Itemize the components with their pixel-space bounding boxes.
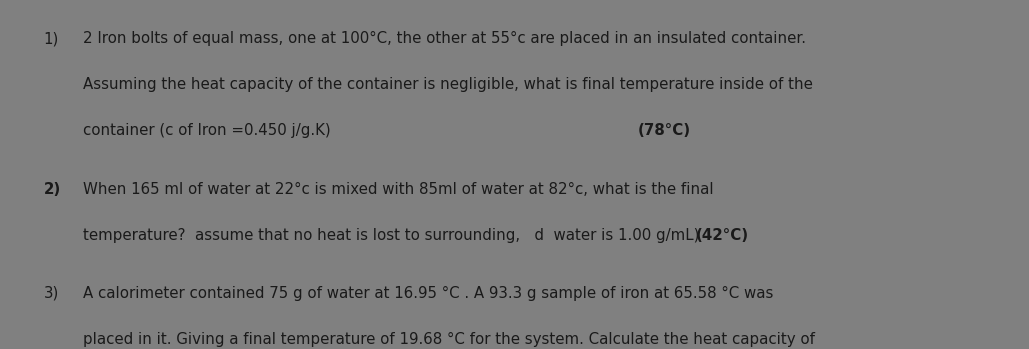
Text: A calorimeter contained 75 g of water at 16.95 °C . A 93.3 g sample of iron at 6: A calorimeter contained 75 g of water at… (83, 285, 773, 300)
Text: (78°C): (78°C) (638, 123, 690, 138)
Text: container (c of Iron =0.450 j/g.K): container (c of Iron =0.450 j/g.K) (83, 123, 330, 138)
Text: When 165 ml of water at 22°c is mixed with 85ml of water at 82°c, what is the fi: When 165 ml of water at 22°c is mixed wi… (83, 182, 713, 197)
Text: 3): 3) (43, 285, 59, 300)
Text: 2): 2) (43, 182, 61, 197)
Text: placed in it. Giving a final temperature of 19.68 °C for the system. Calculate t: placed in it. Giving a final temperature… (83, 332, 815, 347)
Text: (42°C): (42°C) (696, 228, 749, 243)
Text: 2 Iron bolts of equal mass, one at 100°C, the other at 55°c are placed in an ins: 2 Iron bolts of equal mass, one at 100°C… (83, 31, 806, 46)
Text: Assuming the heat capacity of the container is negligible, what is final tempera: Assuming the heat capacity of the contai… (83, 77, 813, 92)
Text: temperature?  assume that no heat is lost to surrounding,   d  water is 1.00 g/m: temperature? assume that no heat is lost… (83, 228, 700, 243)
Text: 1): 1) (43, 31, 59, 46)
